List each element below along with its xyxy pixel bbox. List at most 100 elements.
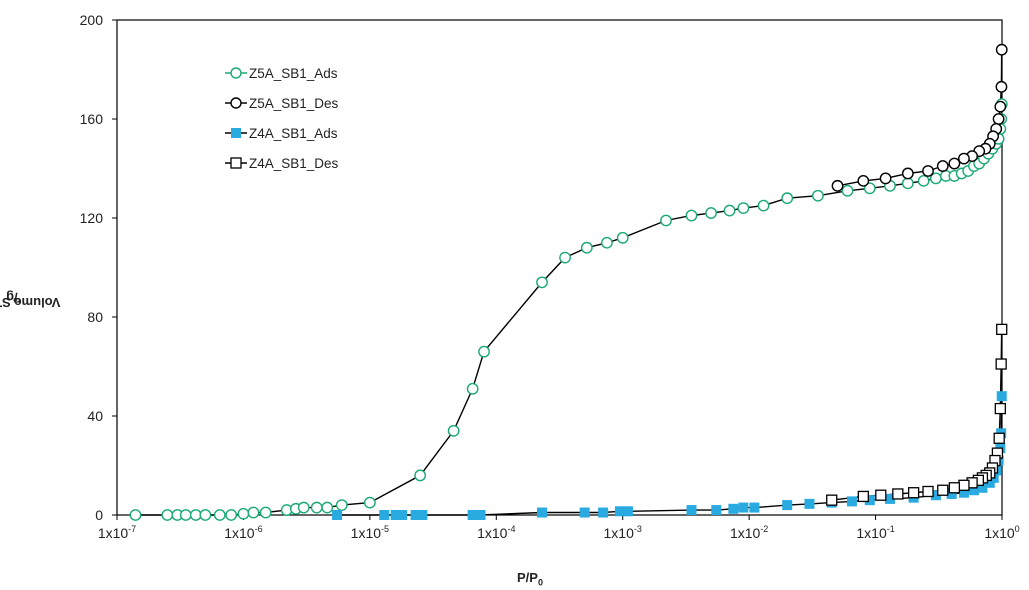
data-point xyxy=(826,494,838,506)
data-point xyxy=(447,424,460,437)
data-point xyxy=(363,496,376,509)
data-point xyxy=(417,510,428,520)
legend-marker xyxy=(231,128,241,138)
data-point xyxy=(958,487,969,498)
data-point xyxy=(467,510,478,520)
data-point xyxy=(922,165,934,177)
series-markers xyxy=(129,43,1008,521)
data-point xyxy=(930,490,941,501)
data-point xyxy=(857,490,869,503)
x-tick-label: 1x10-5 xyxy=(351,524,389,541)
x-tick-label: 1x10-2 xyxy=(730,524,768,541)
data-point xyxy=(410,510,421,520)
data-point xyxy=(922,485,934,498)
data-point xyxy=(622,506,633,517)
data-point xyxy=(478,345,490,358)
y-tick-label: 80 xyxy=(87,309,103,325)
legend-item: Z5A_SB1_Des xyxy=(225,96,339,111)
data-point xyxy=(958,479,970,491)
legend-label: Z4A_SB1_Ads xyxy=(249,126,338,141)
data-point xyxy=(737,202,750,215)
data-point xyxy=(225,509,238,521)
legend-label: Z4A_SB1_Des xyxy=(249,156,339,171)
data-point xyxy=(864,495,875,506)
series-line-Z4A_SB1_Des xyxy=(831,329,1003,501)
legend-marker xyxy=(230,67,242,79)
y-tick-label: 120 xyxy=(80,210,104,226)
data-point xyxy=(580,241,593,254)
data-point xyxy=(723,204,736,217)
data-point xyxy=(917,174,930,187)
y-axis-ticks: 0 40 80 120 160 200 xyxy=(80,12,117,523)
data-point xyxy=(863,182,876,195)
data-point xyxy=(179,509,192,521)
y-tick-label: 0 xyxy=(95,507,103,523)
data-point xyxy=(841,184,854,197)
data-point xyxy=(728,503,739,514)
data-point xyxy=(310,501,323,514)
data-point xyxy=(711,505,722,516)
data-point xyxy=(414,469,427,482)
data-point xyxy=(537,507,548,518)
data-point xyxy=(996,391,1007,402)
legend-label: Z5A_SB1_Des xyxy=(249,96,339,111)
data-point xyxy=(804,498,815,509)
legend-item: Z5A_SB1_Ads xyxy=(225,66,338,81)
data-point xyxy=(901,167,914,180)
data-point xyxy=(907,487,920,499)
data-point xyxy=(559,251,571,264)
x-tick-label: 1x10-7 xyxy=(98,524,136,541)
data-point xyxy=(189,509,202,521)
data-point xyxy=(879,172,892,185)
data-point xyxy=(161,509,174,521)
x-tick-label: 1x10-4 xyxy=(477,524,515,541)
data-point xyxy=(579,507,590,518)
x-axis-label: P/P0 xyxy=(517,570,543,588)
data-point xyxy=(332,510,343,520)
data-point xyxy=(536,276,548,289)
data-point xyxy=(948,482,961,494)
data-point xyxy=(781,192,794,205)
data-point xyxy=(259,506,272,519)
legend-marker xyxy=(230,97,242,109)
data-point xyxy=(616,231,629,244)
legend-label: Z5A_SB1_Ads xyxy=(249,66,338,81)
data-point xyxy=(977,482,988,493)
data-point xyxy=(782,500,793,511)
x-tick-label: 1x10-6 xyxy=(224,524,262,541)
data-point xyxy=(749,502,760,513)
data-point xyxy=(705,207,717,219)
data-point xyxy=(379,510,390,520)
data-point xyxy=(996,323,1008,336)
data-point xyxy=(857,174,870,187)
data-point xyxy=(757,199,770,212)
y-tick-label: 160 xyxy=(80,111,104,127)
x-tick-label: 1x10-3 xyxy=(604,524,642,541)
data-point xyxy=(994,402,1006,415)
data-point xyxy=(948,157,961,170)
data-point xyxy=(994,100,1007,113)
series-lines xyxy=(135,49,1003,516)
data-point xyxy=(968,485,979,496)
x-tick-label: 1x10-1 xyxy=(856,524,894,541)
data-point xyxy=(685,209,698,222)
data-point xyxy=(846,496,857,507)
data-point xyxy=(129,509,142,521)
plot-frame xyxy=(116,19,1003,516)
data-point xyxy=(397,510,408,520)
data-point xyxy=(995,80,1008,93)
data-point xyxy=(738,502,749,513)
data-point xyxy=(958,152,970,165)
data-point xyxy=(992,113,1005,125)
data-point xyxy=(993,432,1005,444)
data-point xyxy=(946,488,957,499)
data-point xyxy=(390,510,401,520)
data-point xyxy=(812,189,824,202)
data-point xyxy=(297,501,310,514)
x-tick-label: 1x100 xyxy=(984,524,1019,541)
data-point xyxy=(884,493,895,504)
legend: Z5A_SB1_Ads Z5A_SB1_Des Z4A_SB1_Ads Z4A_SB1… xyxy=(225,66,339,171)
data-point xyxy=(247,506,260,519)
data-point xyxy=(936,160,949,172)
data-point xyxy=(335,499,348,511)
